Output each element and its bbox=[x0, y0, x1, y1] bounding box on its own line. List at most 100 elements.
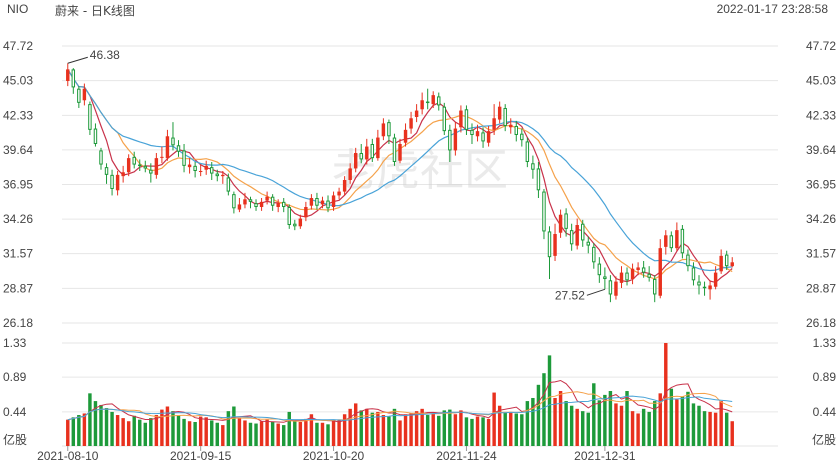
volume-bar bbox=[381, 415, 386, 446]
volume-bar bbox=[597, 400, 602, 446]
candle-body bbox=[359, 152, 363, 160]
candle bbox=[171, 122, 175, 151]
candle bbox=[326, 195, 330, 213]
candle bbox=[331, 191, 336, 211]
candle bbox=[630, 263, 635, 285]
candle-body bbox=[569, 230, 574, 245]
volume-bar bbox=[647, 411, 651, 446]
volume-tick-right: 0.89 bbox=[813, 370, 837, 384]
volume-bar bbox=[171, 411, 175, 446]
candle bbox=[376, 129, 380, 161]
volume-bar bbox=[569, 405, 574, 446]
volume-bar bbox=[520, 414, 524, 446]
candle bbox=[586, 236, 590, 254]
candle-body bbox=[126, 158, 131, 173]
candle bbox=[409, 111, 413, 134]
candle-body bbox=[509, 124, 513, 128]
volume-bar bbox=[132, 415, 136, 446]
chart-title: 蔚来 - 日K线图 bbox=[55, 4, 135, 18]
volume-bar bbox=[442, 410, 447, 446]
volume-bar bbox=[182, 418, 186, 446]
candle-body bbox=[608, 280, 613, 295]
volume-bar bbox=[198, 416, 203, 446]
candle bbox=[442, 102, 447, 135]
candle-body bbox=[492, 118, 496, 130]
volume-bar bbox=[293, 420, 297, 446]
candle-body bbox=[298, 218, 303, 227]
candle bbox=[641, 261, 646, 278]
volume-bar bbox=[342, 414, 347, 446]
volume-bar bbox=[337, 419, 341, 446]
candle bbox=[99, 147, 103, 170]
candle bbox=[420, 92, 424, 115]
candle bbox=[182, 143, 186, 173]
candle bbox=[365, 138, 369, 165]
candle bbox=[569, 223, 574, 251]
candle bbox=[254, 199, 258, 211]
candle-body bbox=[182, 150, 186, 166]
candle-body bbox=[370, 143, 375, 159]
candle-body bbox=[398, 143, 402, 161]
volume-bar bbox=[331, 420, 336, 446]
volume-bar bbox=[625, 391, 629, 446]
candle-body bbox=[497, 106, 502, 120]
volume-bar bbox=[248, 422, 253, 446]
candle bbox=[82, 83, 87, 106]
candle bbox=[547, 226, 552, 280]
candle bbox=[708, 280, 712, 300]
stock-symbol: NIO bbox=[7, 2, 29, 16]
candle-body bbox=[104, 167, 109, 175]
candle-body bbox=[315, 198, 319, 206]
candle-body bbox=[110, 174, 114, 190]
candle bbox=[437, 92, 441, 111]
volume-bar bbox=[193, 421, 197, 446]
candle bbox=[536, 161, 541, 199]
volume-bar bbox=[730, 421, 734, 446]
candle bbox=[697, 275, 701, 295]
volume-bar bbox=[398, 420, 402, 446]
candle-body bbox=[486, 131, 491, 143]
candle bbox=[104, 163, 109, 184]
price-tick-right: 34.26 bbox=[806, 212, 836, 226]
volume-bar bbox=[641, 408, 646, 446]
volume-bar bbox=[503, 411, 507, 446]
volume-bar bbox=[320, 422, 325, 446]
candle-body bbox=[437, 96, 441, 106]
candle bbox=[619, 266, 624, 289]
price-tick-left: 28.87 bbox=[3, 281, 33, 295]
candle bbox=[625, 267, 629, 286]
candle bbox=[575, 218, 579, 250]
candle-body bbox=[210, 167, 214, 174]
candle bbox=[686, 249, 690, 272]
candle-body bbox=[425, 101, 430, 104]
candle-body bbox=[558, 214, 563, 233]
candle bbox=[232, 191, 236, 214]
candle-body bbox=[88, 104, 92, 130]
candle-body bbox=[520, 133, 524, 141]
candle-body bbox=[702, 286, 707, 289]
volume-bar bbox=[176, 415, 181, 446]
candle-body bbox=[232, 194, 236, 209]
volume-bar bbox=[187, 421, 192, 446]
candlesticks bbox=[66, 63, 734, 303]
candle bbox=[475, 124, 480, 142]
volume-bar bbox=[619, 405, 624, 446]
candle bbox=[669, 231, 674, 253]
candle bbox=[531, 155, 535, 179]
volume-bar bbox=[110, 411, 114, 446]
volume-bar bbox=[592, 383, 596, 446]
candle bbox=[243, 192, 247, 209]
volume-bar bbox=[409, 413, 413, 446]
candle-body bbox=[652, 279, 657, 295]
volume-bar bbox=[536, 384, 541, 446]
candle-body bbox=[448, 129, 452, 151]
candle-body bbox=[514, 125, 518, 135]
volume-bar bbox=[265, 419, 269, 446]
candle bbox=[348, 163, 352, 184]
candle-body bbox=[165, 136, 170, 159]
candle-body bbox=[619, 272, 624, 283]
candle-body bbox=[431, 95, 435, 105]
volume-bar bbox=[210, 420, 214, 446]
candle-body bbox=[614, 281, 618, 296]
